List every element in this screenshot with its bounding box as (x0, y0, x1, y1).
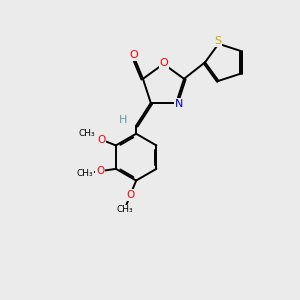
Text: O: O (96, 166, 105, 176)
Text: O: O (160, 58, 169, 68)
Text: CH₃: CH₃ (77, 169, 93, 178)
Text: O: O (97, 135, 106, 145)
Text: S: S (214, 36, 221, 46)
Text: O: O (126, 190, 134, 200)
Text: O: O (130, 50, 138, 60)
Text: N: N (174, 99, 183, 109)
Text: CH₃: CH₃ (116, 205, 133, 214)
Text: CH₃: CH₃ (79, 129, 95, 138)
Text: H: H (119, 115, 128, 125)
